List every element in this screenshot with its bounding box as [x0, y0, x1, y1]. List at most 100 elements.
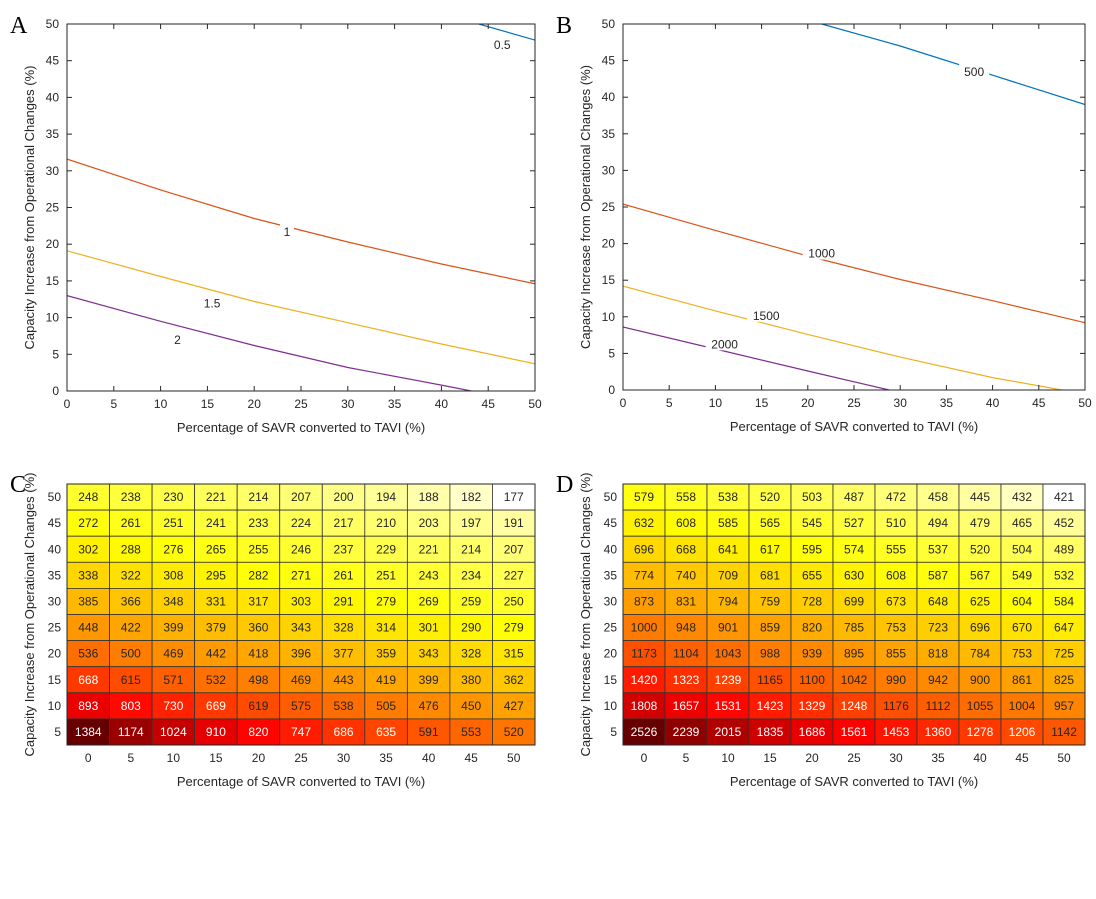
heatmap-cell — [321, 483, 366, 511]
x-tick-label: 10 — [709, 396, 723, 410]
heatmap-cell — [790, 535, 834, 563]
cell-value: 465 — [1012, 516, 1032, 530]
series-line-1 — [67, 158, 535, 285]
cell-value: 648 — [928, 594, 948, 608]
cell-value: 379 — [206, 621, 226, 635]
heatmap-cell — [958, 588, 1002, 615]
cell-value: 241 — [206, 516, 226, 530]
heatmap-cell — [916, 535, 960, 563]
cell-value: 820 — [248, 725, 268, 739]
series-label-1: 1000 — [808, 247, 835, 261]
heatmap-cell — [279, 561, 323, 589]
x-tick-label: 20 — [805, 751, 819, 765]
cell-value: 565 — [760, 516, 780, 530]
cell-value: 510 — [886, 516, 906, 530]
heatmap-cell — [321, 718, 366, 746]
heatmap-cell — [279, 666, 323, 694]
x-tick-label: 50 — [507, 751, 521, 765]
x-tick-label: 35 — [940, 396, 954, 410]
series-label-2: 1.5 — [204, 296, 221, 310]
axes-box — [622, 483, 1086, 746]
heatmap-cell — [109, 535, 153, 563]
x-axis-label: Percentage of SAVR converted to TAVI (%) — [177, 420, 425, 435]
cell-value: 476 — [419, 699, 439, 713]
heatmap-cell — [874, 535, 918, 563]
y-tick-label: 40 — [604, 542, 618, 556]
cell-value: 418 — [248, 647, 268, 661]
cell-value: 500 — [121, 647, 141, 661]
cell-value: 820 — [802, 621, 822, 635]
y-tick-label: 30 — [48, 594, 62, 608]
cell-value: 635 — [376, 725, 396, 739]
cell-value: 315 — [504, 647, 524, 661]
cell-value: 288 — [121, 542, 141, 556]
heatmap-cell — [622, 718, 666, 746]
x-tick-label: 5 — [683, 751, 690, 765]
series-line-3 — [623, 326, 890, 390]
heatmap-cell — [109, 561, 153, 589]
cell-value: 538 — [718, 490, 738, 504]
cell-value: 2015 — [715, 725, 742, 739]
heatmap-cell — [874, 588, 918, 615]
cell-value: 641 — [718, 542, 738, 556]
x-tick-label: 45 — [465, 751, 479, 765]
cell-value: 532 — [1054, 568, 1074, 582]
panel-letter: D — [556, 472, 573, 498]
y-tick-label: 0 — [52, 384, 59, 398]
x-tick-label: 45 — [1015, 751, 1029, 765]
heatmap-cell — [958, 561, 1002, 589]
cell-value: 861 — [1012, 673, 1032, 687]
series-label-bg-3 — [705, 336, 744, 351]
heatmap-cell — [874, 483, 918, 511]
cell-value: 537 — [928, 542, 948, 556]
cell-value: 585 — [718, 516, 738, 530]
x-tick-label: 35 — [931, 751, 945, 765]
cell-value: 584 — [1054, 594, 1074, 608]
cell-value: 261 — [121, 516, 141, 530]
axes-box — [66, 483, 536, 746]
series-label-bg-2 — [197, 295, 228, 310]
cell-value: 549 — [1012, 568, 1032, 582]
heatmap-cell — [958, 535, 1002, 563]
cell-value: 1173 — [631, 647, 657, 661]
y-tick-label: 30 — [604, 594, 618, 608]
cell-value: 1142 — [1051, 725, 1077, 739]
heatmap-cell — [449, 535, 493, 563]
cell-value: 728 — [802, 594, 822, 608]
heatmap-cell — [664, 509, 708, 537]
y-tick-label: 35 — [604, 568, 618, 582]
y-tick-label: 50 — [46, 17, 60, 31]
heatmap-cell — [958, 718, 1002, 746]
y-tick-label: 25 — [602, 200, 616, 214]
x-tick-label: 15 — [209, 751, 223, 765]
heatmap-cell — [706, 640, 750, 668]
cell-value: 207 — [291, 490, 311, 504]
heatmap-cell — [194, 561, 238, 589]
heatmap-cell — [279, 509, 323, 537]
heatmap-cell — [622, 666, 666, 694]
cell-value: 1657 — [673, 699, 700, 713]
heatmap-cell — [449, 692, 493, 720]
heatmap-cell — [151, 483, 196, 511]
heatmap-cell — [622, 509, 666, 537]
y-tick-label: 40 — [48, 542, 62, 556]
cell-value: 328 — [334, 621, 354, 635]
series-label-0: 0.5 — [494, 38, 511, 52]
cell-value: 494 — [928, 516, 948, 530]
x-tick-label: 50 — [1057, 751, 1071, 765]
heatmap-cell — [406, 535, 451, 563]
cell-value: 696 — [970, 621, 990, 635]
panel-b: B Percentage of SAVR converted to TAVI (%… — [556, 13, 1092, 434]
cell-value: 234 — [461, 568, 481, 582]
heatmap-cell — [492, 666, 536, 694]
cell-value: 647 — [1054, 621, 1074, 635]
heatmap-cell — [194, 666, 238, 694]
cell-value: 1004 — [1009, 699, 1036, 713]
heatmap-cell — [151, 509, 196, 537]
cell-value: 182 — [461, 490, 481, 504]
y-tick-label: 5 — [608, 346, 615, 360]
cell-value: 681 — [760, 568, 780, 582]
heatmap-cell — [664, 640, 708, 668]
cell-value: 669 — [206, 699, 226, 713]
